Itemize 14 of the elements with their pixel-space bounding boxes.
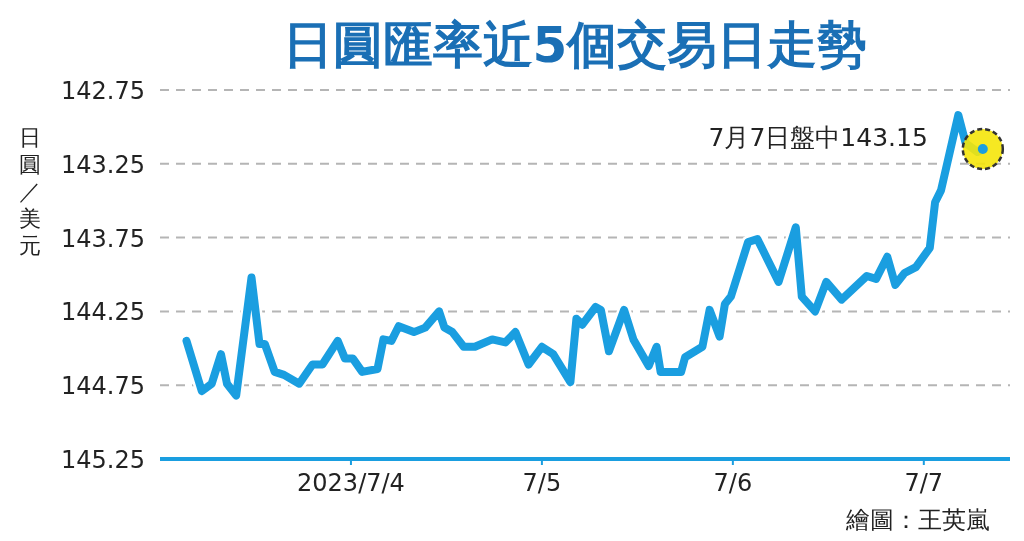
title: 日圓匯率近5個交易日走勢 <box>282 16 868 74</box>
x-tick-label: 2023/7/4 <box>297 469 405 497</box>
y-tick-label: 145.25 <box>61 446 145 474</box>
y-tick-label: 142.75 <box>61 77 145 105</box>
annotation: 繪圖：王英嵐 <box>846 506 990 534</box>
ylabel: 日圓／美元 <box>19 125 41 258</box>
x-tick-label: 7/6 <box>713 469 753 497</box>
x-tick-label: 7/5 <box>522 469 562 497</box>
y-tick-label: 144.75 <box>61 372 145 401</box>
y-tick-label: 143.75 <box>61 224 145 253</box>
y-tick-label: 144.25 <box>61 298 145 327</box>
annotation: 7月7日盤中143.15 <box>708 123 928 153</box>
x-tick-label: 7/7 <box>904 469 944 497</box>
y-tick-label: 143.25 <box>61 150 145 179</box>
